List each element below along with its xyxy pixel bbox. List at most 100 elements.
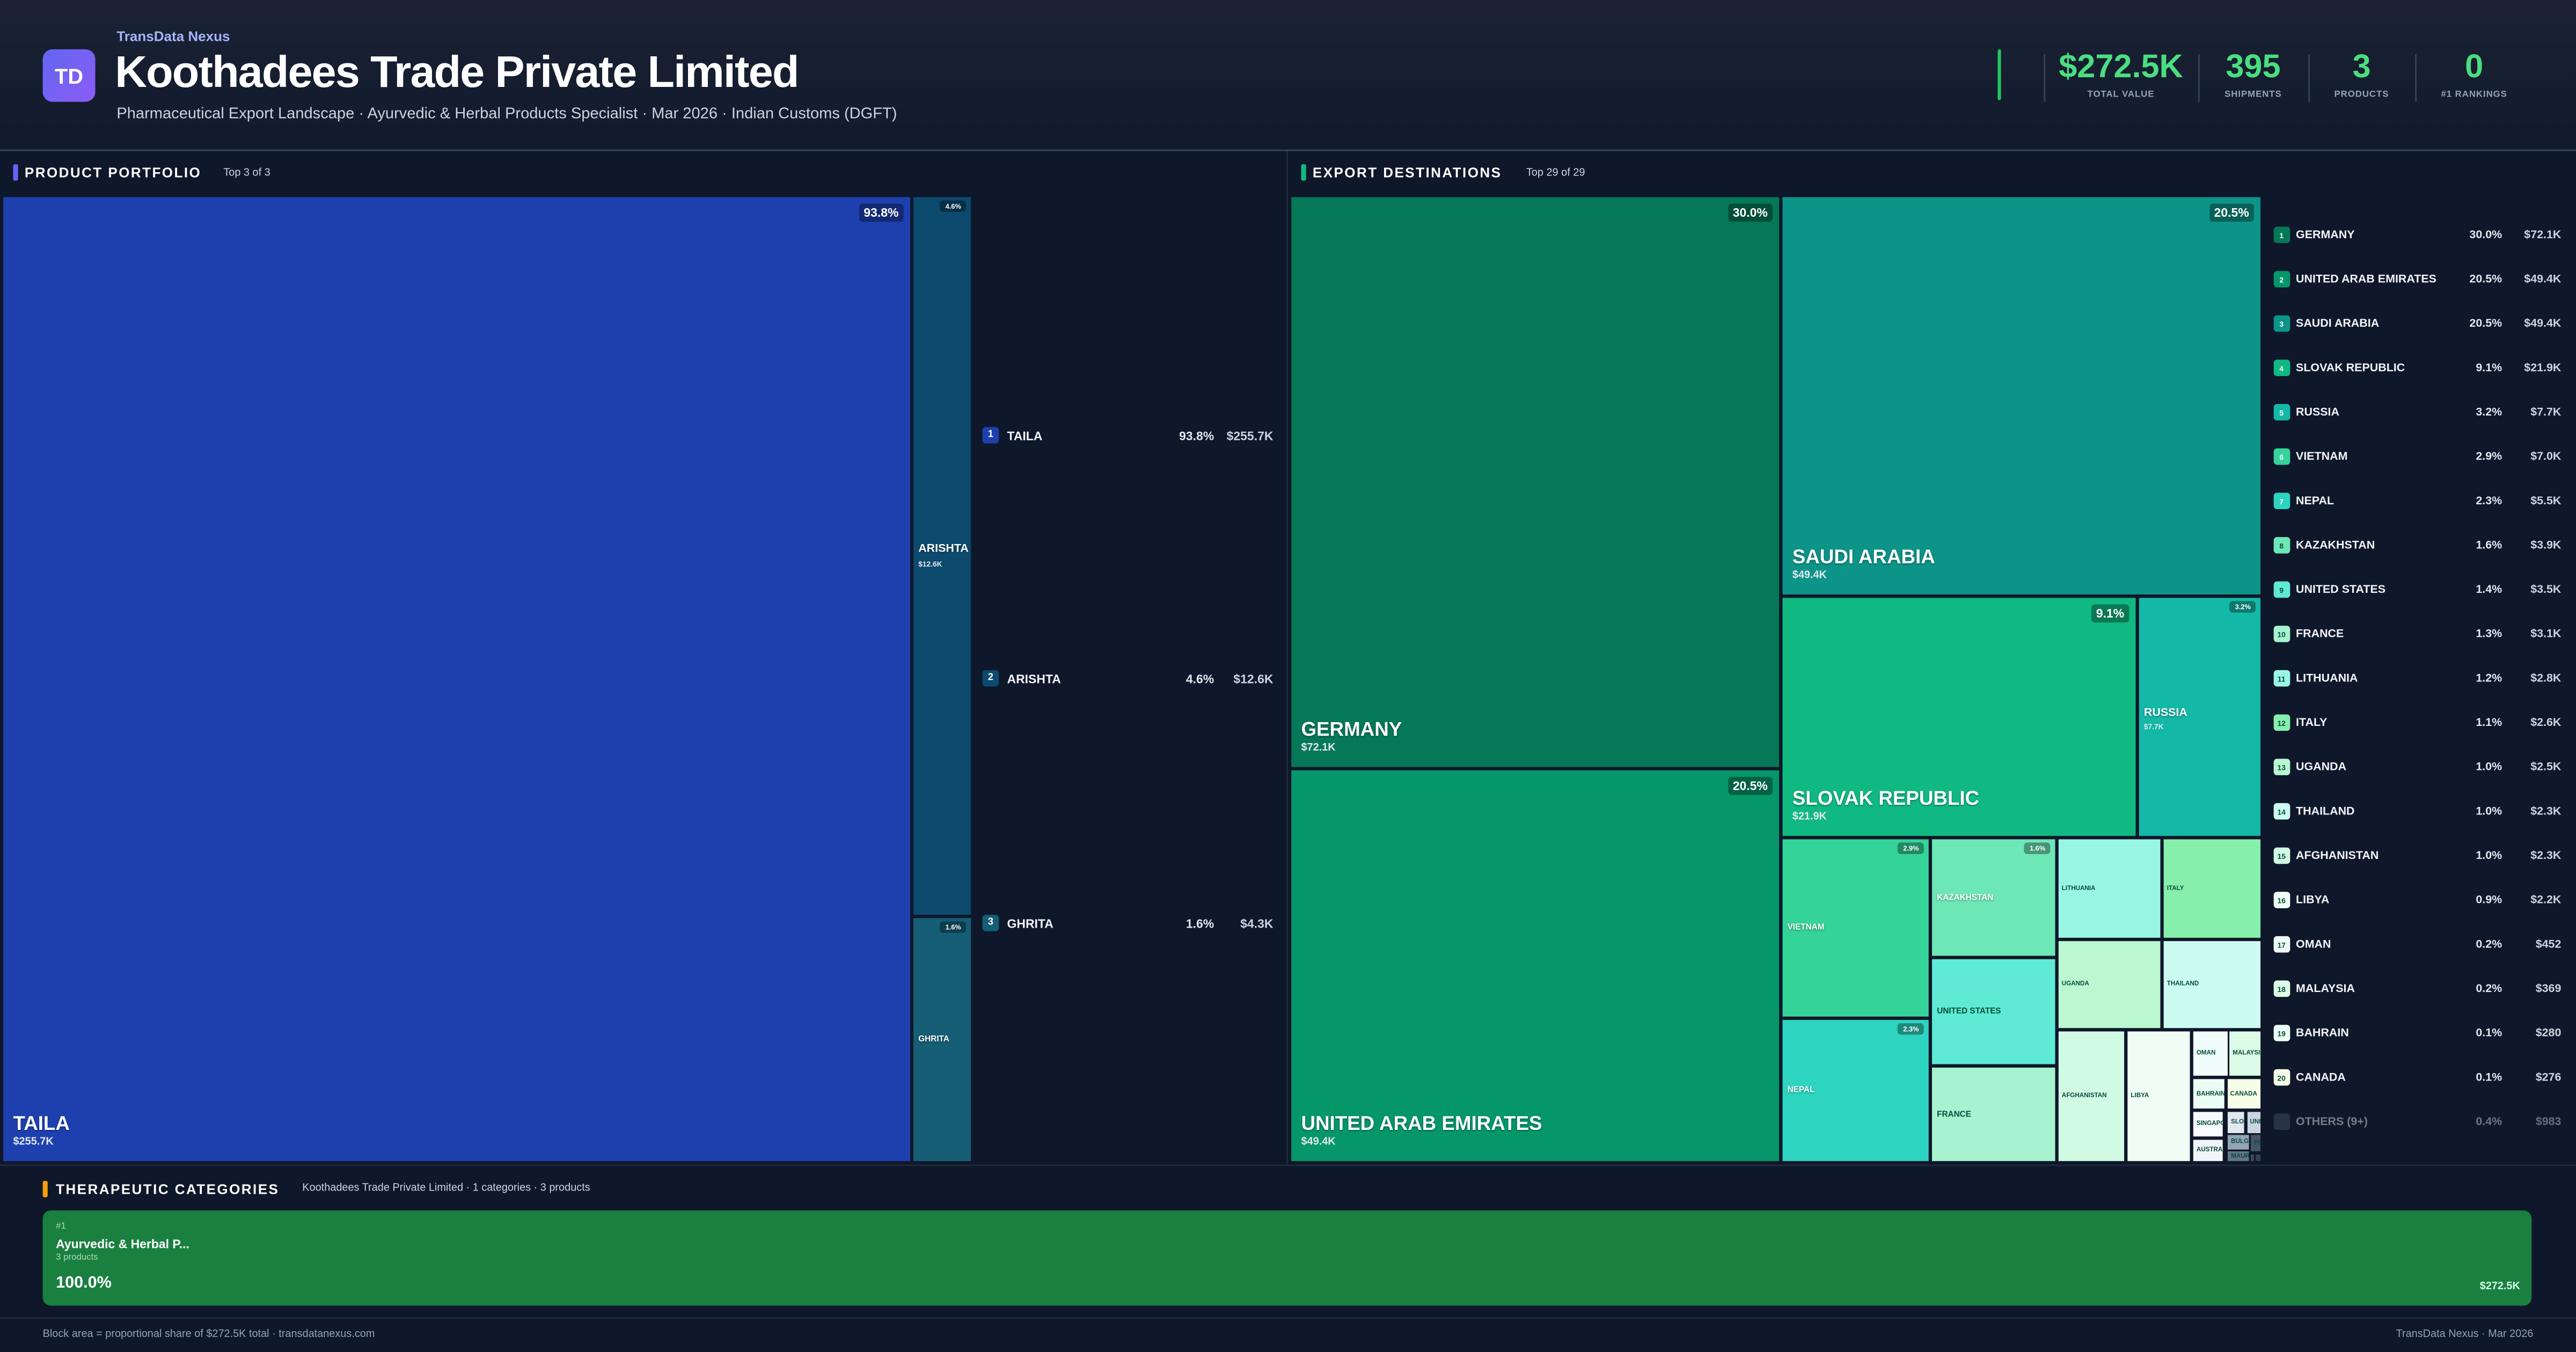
legend-name: UGANDA <box>2296 761 2347 773</box>
legend-row-uganda[interactable]: 13 UGANDA 1.0% $2.5K <box>2273 759 2561 775</box>
legend-row-lithuania[interactable]: 11 LITHUANIA 1.2% $2.8K <box>2273 670 2561 687</box>
stat-value: $272.5K <box>2059 49 2183 86</box>
legend-share: 0.2% <box>2476 983 2502 995</box>
treemap-cell-slove[interactable]: SLOVE <box>2226 1109 2246 1134</box>
treemap-cell-libya[interactable]: LIBYA <box>2126 1030 2192 1163</box>
legend-value: $12.6K <box>1233 671 1274 686</box>
rank-badge: 9 <box>2273 582 2289 598</box>
rank-badge: 2 <box>2273 271 2289 287</box>
legend-row-afghanistan[interactable]: 15 AFGHANISTAN 1.0% $2.3K <box>2273 848 2561 864</box>
legend-share: 0.1% <box>2476 1027 2502 1039</box>
share-badge: 9.1% <box>2091 604 2129 623</box>
legend-row-bahrain[interactable]: 19 BAHRAIN 0.1% $280 <box>2273 1025 2561 1041</box>
treemap-cell-canada[interactable]: CANADA <box>2225 1077 2263 1111</box>
treemap-cell-united-arab-emirates[interactable]: UNITED ARAB EMIRATES $49.4K 20.5% <box>1290 768 1781 1163</box>
share-badge: 30.0% <box>1728 203 1773 222</box>
treemap-cell-bahrain[interactable]: BAHRAIN <box>2191 1077 2226 1111</box>
legend-row-nepal[interactable]: 7 NEPAL 2.3% $5.5K <box>2273 493 2561 509</box>
legend-row-canada[interactable]: 20 CANADA 0.1% $276 <box>2273 1069 2561 1086</box>
legend-share: 4.6% <box>1185 671 1214 686</box>
cell-name: UGANDA <box>2061 981 2089 988</box>
treemap-cell-taila[interactable]: TAILA $255.7K 93.8% <box>3 197 910 1162</box>
legend-row-libya[interactable]: 16 LIBYA 0.9% $2.2K <box>2273 892 2561 908</box>
rank-badge: 8 <box>2273 537 2289 553</box>
legend-row-thailand[interactable]: 14 THAILAND 1.0% $2.3K <box>2273 803 2562 820</box>
legend-row-italy[interactable]: 12 ITALY 1.1% $2.6K <box>2273 715 2561 731</box>
treemap-cell-arishta[interactable]: ARISHTA $12.6K 4.6% <box>913 197 971 915</box>
legend-value: $2.3K <box>2530 805 2562 817</box>
cell-name: AFGHANISTAN <box>2061 1092 2107 1099</box>
treemap-cell-australia[interactable]: AUSTRALIA <box>2191 1137 2224 1163</box>
legend-name: THAILAND <box>2296 805 2355 817</box>
treemap-cell-afghanistan[interactable]: AFGHANISTAN <box>2057 1030 2126 1163</box>
brand-name: TransData Nexus <box>116 28 230 45</box>
legend-row-germany[interactable]: 1 GERMANY 30.0% $72.1K <box>2273 226 2561 243</box>
treemap-cell-po[interactable]: PO <box>2249 1133 2263 1153</box>
treemap-cell-unit[interactable]: UNIT <box>2245 1109 2263 1134</box>
share-badge: 20.5% <box>2209 203 2254 222</box>
rank-badge: 15 <box>2273 848 2289 864</box>
treemap-cell-italy[interactable]: ITALY <box>2162 837 2263 940</box>
legend-name: TAILA <box>1007 428 1043 443</box>
rank-badge: 11 <box>2273 670 2289 686</box>
stat-products: 3 PRODUCTS <box>2308 49 2415 100</box>
category-count: 3 products <box>56 1253 98 1263</box>
legend-share: 1.3% <box>2476 628 2502 640</box>
treemap-cell-cell[interactable] <box>2249 1152 2257 1163</box>
treemap-cell-oman[interactable]: OMAN <box>2191 1030 2230 1078</box>
treemap-cell-united-states[interactable]: UNITED STATES <box>1930 957 2057 1066</box>
treemap-cell-france[interactable]: FRANCE <box>1930 1066 2057 1163</box>
legend-row-others-9[interactable]: OTHERS (9+) 0.4% $983 <box>2273 1113 2561 1130</box>
legend-row-united-arab-emirates[interactable]: 2 UNITED ARAB EMIRATES 20.5% $49.4K <box>2273 271 2561 288</box>
legend-row-slovak-republic[interactable]: 4 SLOVAK REPUBLIC 9.1% $21.9K <box>2273 359 2561 376</box>
legend-row-oman[interactable]: 17 OMAN 0.2% $452 <box>2273 936 2561 953</box>
legend-row-malaysia[interactable]: 18 MALAYSIA 0.2% $369 <box>2273 981 2561 997</box>
legend-share: 0.9% <box>2476 894 2502 906</box>
cell-name: VIETNAM <box>1787 923 1825 933</box>
legend-row-france[interactable]: 10 FRANCE 1.3% $3.1K <box>2273 626 2561 642</box>
rank-badge: 1 <box>982 427 999 444</box>
treemap-cell-ghrita[interactable]: GHRITA 1.6% <box>913 918 971 1162</box>
treemap-cell-lithuania[interactable]: LITHUANIA <box>2057 837 2162 940</box>
cell-name: TAILA <box>13 1112 70 1135</box>
cell-name: CANADA <box>2230 1090 2257 1097</box>
cell-name: BAHRAIN <box>2196 1090 2224 1097</box>
treemap-cell-nepal[interactable]: NEPAL 2.3% <box>1781 1018 1930 1163</box>
treemap-cell-thailand[interactable]: THAILAND <box>2162 939 2263 1030</box>
cell-name: SAUDI ARABIA <box>1792 545 1935 569</box>
legend-name: GHRITA <box>1007 915 1053 931</box>
cell-name: AUSTRALIA <box>2196 1146 2223 1153</box>
legend-row-saudi-arabia[interactable]: 3 SAUDI ARABIA 20.5% $49.4K <box>2273 315 2561 332</box>
rank-badge: 18 <box>2273 981 2289 997</box>
treemap-cell-saudi-arabia[interactable]: SAUDI ARABIA $49.4K 20.5% <box>1781 195 2263 597</box>
treemap-cell-maurit[interactable]: MAURIT <box>2226 1149 2251 1163</box>
treemap-cell-singapore[interactable]: SINGAPORE <box>2191 1109 2224 1138</box>
treemap-cell-vietnam[interactable]: VIETNAM 2.9% <box>1781 837 1930 1018</box>
legend-row-united-states[interactable]: 9 UNITED STATES 1.4% $3.5K <box>2273 582 2561 598</box>
legend-row-kazakhstan[interactable]: 8 KAZAKHSTAN 1.6% $3.9K <box>2273 537 2561 554</box>
legend-row-vietnam[interactable]: 6 VIETNAM 2.9% $7.0K <box>2273 449 2561 465</box>
treemap-cell-germany[interactable]: GERMANY $72.1K 30.0% <box>1290 195 1781 769</box>
legend-share: 1.0% <box>2476 805 2502 817</box>
section-subtitle: Top 3 of 3 <box>223 166 270 179</box>
legend-row-ghrita[interactable]: 3 GHRITA 1.6% $4.3K <box>982 915 1273 931</box>
treemap-cell-slovak-republic[interactable]: SLOVAK REPUBLIC $21.9K 9.1% <box>1781 596 2138 838</box>
rank-badge: 5 <box>2273 404 2289 420</box>
treemap-cell-malaysia[interactable]: MALAYSIA <box>2227 1030 2263 1078</box>
legend-row-arishta[interactable]: 2 ARISHTA 4.6% $12.6K <box>982 670 1274 687</box>
page-subtitle: Pharmaceutical Export Landscape · Ayurve… <box>116 105 897 123</box>
treemap-cell-russia[interactable]: RUSSIA $7.7K 3.2% <box>2137 596 2263 838</box>
cell-name: THAILAND <box>2167 981 2199 988</box>
page-title: Koothadees Trade Private Limited <box>115 47 799 97</box>
treemap-cell-cell[interactable] <box>2253 1152 2263 1163</box>
category-block[interactable]: #1 Ayurvedic & Herbal P... 3 products 10… <box>42 1210 2532 1306</box>
share-badge: 2.3% <box>1898 1023 1924 1035</box>
treemap-cell-bulgar[interactable]: BULGAR <box>2226 1133 2251 1151</box>
legend-row-taila[interactable]: 1 TAILA 93.8% $255.7K <box>982 427 1273 444</box>
category-rank: #1 <box>56 1222 66 1232</box>
treemap-cell-kazakhstan[interactable]: KAZAKHSTAN 1.6% <box>1930 837 2057 958</box>
rank-badge: 1 <box>2273 227 2289 243</box>
legend-row-russia[interactable]: 5 RUSSIA 3.2% $7.7K <box>2273 404 2561 421</box>
section-accent <box>1301 164 1306 181</box>
treemap-cell-uganda[interactable]: UGANDA <box>2057 939 2162 1030</box>
